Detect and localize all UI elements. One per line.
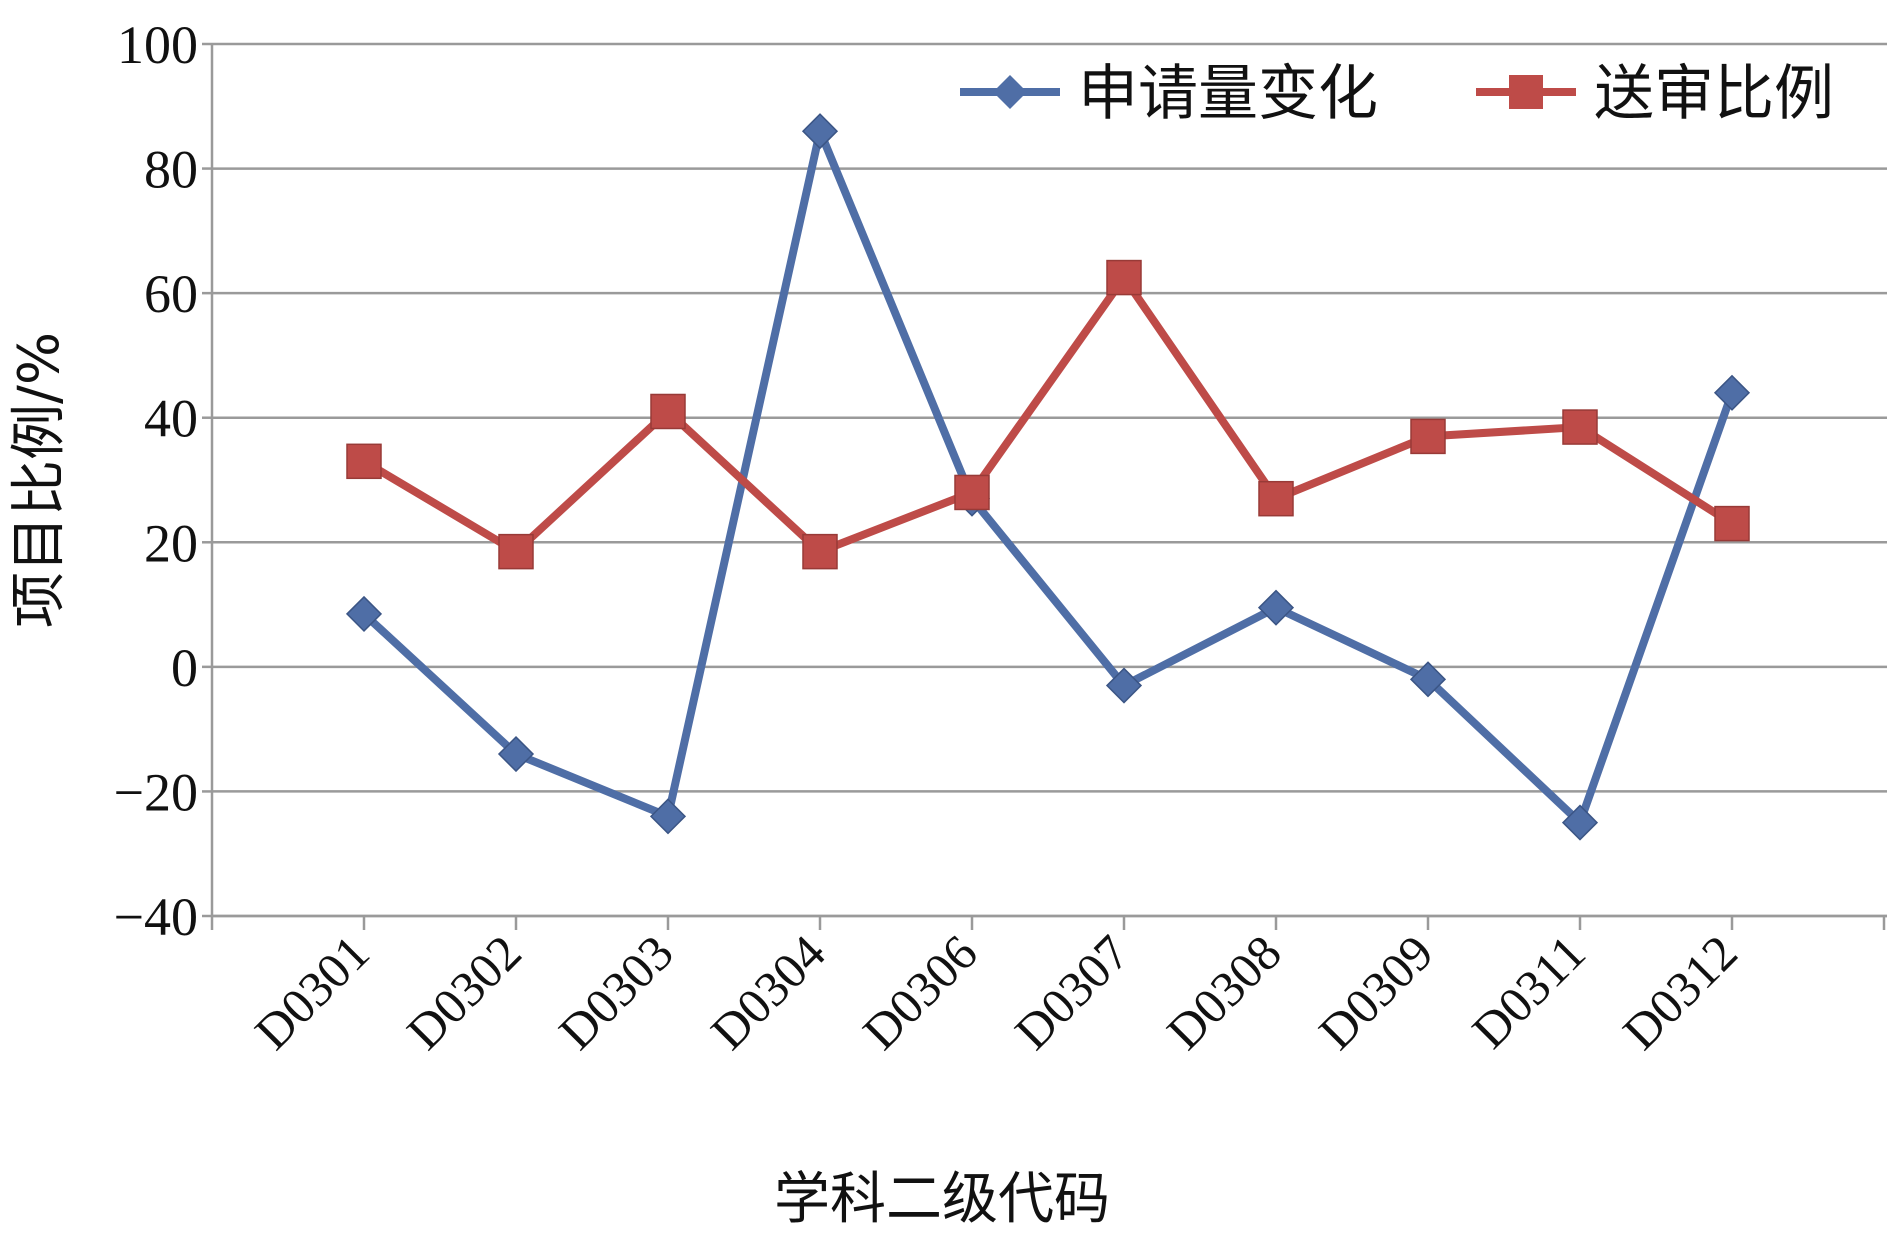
data-point [801,113,839,150]
x-tick-label: D0311 [1461,924,1596,1059]
gridlines [212,42,1887,918]
data-point [954,474,990,511]
data-point [345,595,383,632]
axes [202,42,1887,930]
legend-marker [993,75,1027,109]
data-point [498,533,534,570]
x-tick-labels: D0301 D0302 D0303 D0304 D0306 D0307 D0308 D0309… [244,924,1748,1060]
y-tick-label: 40 [144,389,198,449]
data-point [497,735,535,773]
y-tick-labels: −40 −20 0 20 40 60 80 100 [114,15,198,947]
data-point [1257,589,1295,626]
data-point [1410,418,1446,455]
x-tick-label: D0308 [1156,924,1292,1060]
x-tick-label: D0307 [1004,924,1140,1060]
x-tick-label: D0306 [852,924,988,1060]
data-point [1409,661,1447,698]
legend: 申请量变化 送审比例 [960,59,1834,129]
series-group [345,113,1751,841]
y-tick-label: −20 [114,762,198,822]
series-2 [346,259,1750,570]
series-1 [345,113,1751,841]
y-tick-label: 100 [117,15,198,75]
data-point [1106,259,1142,296]
x-axis-title: 学科二级代码 [774,1167,1110,1232]
y-axis-title: 项目比例/% [7,332,72,628]
legend-label: 申请量变化 [1078,59,1378,129]
y-tick-label: −40 [114,887,198,947]
y-tick-label: 60 [144,264,198,324]
x-tick-label: D0309 [1308,924,1444,1060]
series-line [361,273,1735,556]
legend-marker [1509,75,1543,109]
legend-item-1: 申请量变化 [960,59,1378,129]
x-tick-label: D0304 [700,924,836,1060]
series-line [361,127,1736,827]
y-tick-label: 20 [144,513,198,573]
data-point [1713,374,1751,411]
legend-item-2: 送审比例 [1476,59,1834,129]
data-point [650,393,686,430]
legend-label: 送审比例 [1594,59,1834,129]
y-tick-label: 80 [144,140,198,200]
data-point [802,533,838,570]
x-tick-label: D0303 [548,924,684,1060]
data-point [1258,480,1294,517]
data-point [1714,505,1750,542]
data-point [1562,409,1598,445]
data-point [1561,804,1599,841]
data-point [346,443,382,480]
data-point [1105,667,1143,704]
data-point [649,798,687,835]
x-tick-label: D0301 [244,924,380,1060]
y-tick-label: 0 [171,638,198,698]
x-tick-label: D0302 [396,924,532,1060]
x-tick-label: D0312 [1612,924,1748,1060]
